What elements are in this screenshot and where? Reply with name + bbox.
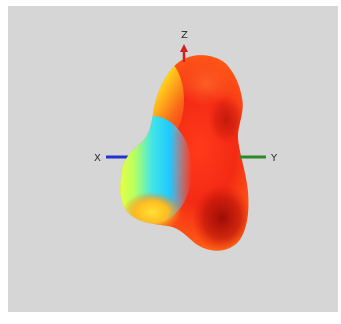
radiation-pattern-blob [120, 55, 249, 251]
x-axis-label: X [94, 153, 101, 164]
z-axis-arrowhead [180, 44, 188, 52]
z-axis-label: Z [181, 30, 188, 41]
y-axis-label: Y [270, 153, 278, 164]
